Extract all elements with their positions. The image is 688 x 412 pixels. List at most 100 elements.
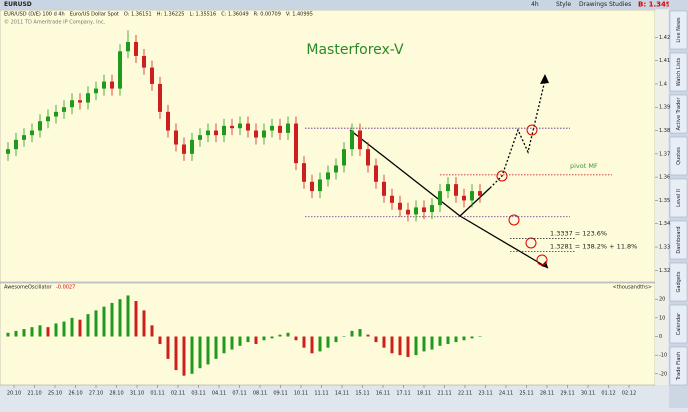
oscillator-bar	[118, 299, 122, 337]
candle-body	[102, 81, 106, 89]
marker	[536, 254, 548, 266]
arrow-head	[540, 74, 549, 84]
y-tick-label: 0	[659, 334, 662, 340]
x-tick-label: 11.11	[314, 391, 328, 397]
studies-button[interactable]: Studies	[609, 1, 631, 8]
marker	[508, 214, 520, 226]
x-tick-label: 17.11	[396, 391, 410, 397]
drawings-button[interactable]: Drawings	[579, 1, 607, 8]
level-label: pivot MF	[570, 162, 598, 170]
sidebar-tab-label[interactable]: Quotes	[676, 147, 682, 165]
chart-title: Masterforex-V	[306, 42, 404, 58]
candle-body	[262, 130, 266, 138]
oscillator-bar	[278, 334, 282, 337]
y-tick-label: -10	[659, 353, 667, 359]
level-label: 1.3281 = 138.2% + 11.8%	[550, 242, 637, 250]
candle-body	[430, 205, 434, 213]
oscillator-bar	[470, 336, 474, 339]
oscillator-bar	[158, 336, 162, 344]
oscillator-bar	[110, 302, 114, 337]
sidebar-tab-label[interactable]: Active Trader	[676, 97, 682, 131]
candle-body	[342, 149, 346, 166]
candle-body	[334, 165, 338, 173]
x-tick-label: 24.11	[499, 391, 513, 397]
marker	[496, 170, 508, 182]
toolbar	[0, 0, 668, 9]
x-tick-label: 14.11	[335, 391, 349, 397]
y-tick-label: 1.34	[659, 221, 670, 227]
oscillator-bar	[198, 336, 202, 369]
oscillator-bar	[302, 336, 306, 348]
candle-body	[302, 163, 306, 182]
oscillator-bar	[206, 336, 210, 365]
sidebar-tab-label[interactable]: Trade Flash	[676, 352, 682, 381]
candle-body	[478, 191, 482, 196]
candle-body	[150, 67, 154, 84]
sidebar-tab	[669, 178, 688, 218]
candle-body	[198, 135, 202, 140]
oscillator-bar	[358, 329, 362, 337]
sidebar-tab-label[interactable]: Watch Lists	[676, 57, 682, 86]
x-tick-label: 20.10	[7, 391, 21, 397]
level-label: 1.3337 = 123.6%	[550, 229, 607, 237]
oscillator-bar	[366, 334, 370, 337]
candle-body	[462, 195, 466, 201]
candle-body	[374, 165, 378, 182]
y-tick-label: 1.41	[659, 58, 670, 64]
candle-body	[110, 81, 114, 89]
info-item: V: 1.40995	[286, 12, 313, 18]
timeframe[interactable]: 4h	[531, 1, 539, 8]
y-tick-label: 1.35	[659, 198, 670, 204]
candle-body	[310, 181, 314, 192]
oscillator-bar	[262, 336, 266, 341]
candle-body	[238, 123, 242, 129]
candle-body	[22, 135, 26, 140]
oscillator-bar	[254, 336, 258, 344]
candle-body	[70, 100, 74, 108]
trend-projection	[459, 215, 549, 269]
sidebar-tab-label[interactable]: Live News	[676, 17, 682, 43]
oscillator-bar	[150, 325, 154, 337]
oscillator-bar	[54, 323, 58, 337]
x-tick-label: 10.11	[294, 391, 308, 397]
oscillator-bar	[230, 336, 234, 350]
x-tick-label: 04.11	[212, 391, 226, 397]
sidebar-tab-label[interactable]: Gadgets	[676, 271, 682, 292]
oscillator-bar	[454, 336, 458, 343]
candle-body	[254, 130, 258, 138]
candle-body	[414, 207, 418, 215]
x-tick-label: 28.11	[540, 391, 554, 397]
projection-up	[489, 79, 546, 189]
y-tick-label: 1.4	[659, 81, 667, 87]
oscillator-bar	[190, 336, 194, 374]
oscillator-bar	[70, 317, 74, 337]
y-tick-label: 1.39	[659, 105, 670, 111]
candle-body	[214, 130, 218, 136]
x-tick-label: 23.11	[478, 391, 492, 397]
oscillator-bar	[462, 336, 466, 341]
panel-title: AwesomeOscillator	[4, 285, 53, 291]
x-tick-label: 31.10	[130, 391, 144, 397]
candle-body	[438, 191, 442, 206]
oscillator-bar	[214, 336, 218, 359]
candle-body	[78, 100, 82, 103]
oscillator-bar	[246, 336, 250, 343]
sidebar-tab	[669, 220, 688, 260]
oscillator-bar	[326, 336, 330, 348]
sidebar-tab	[669, 94, 688, 134]
oscillator-bar	[430, 336, 434, 350]
sidebar-tab	[669, 346, 688, 386]
sidebar-tab-label[interactable]: Level II	[676, 189, 682, 207]
candle-body	[126, 41, 130, 52]
oscillator-bar	[222, 336, 226, 354]
symbol: EURUSD	[4, 1, 32, 8]
sidebar-tab-label[interactable]: Calendar	[676, 312, 682, 335]
sidebar-tab-label[interactable]: Dashboard	[676, 226, 682, 253]
style-button[interactable]: Style	[556, 1, 571, 8]
candle-body	[190, 139, 194, 154]
oscillator-bar	[22, 329, 26, 337]
candle-body	[62, 107, 66, 112]
info-item: L: 1.35516	[189, 12, 216, 18]
candle-body	[390, 195, 394, 203]
